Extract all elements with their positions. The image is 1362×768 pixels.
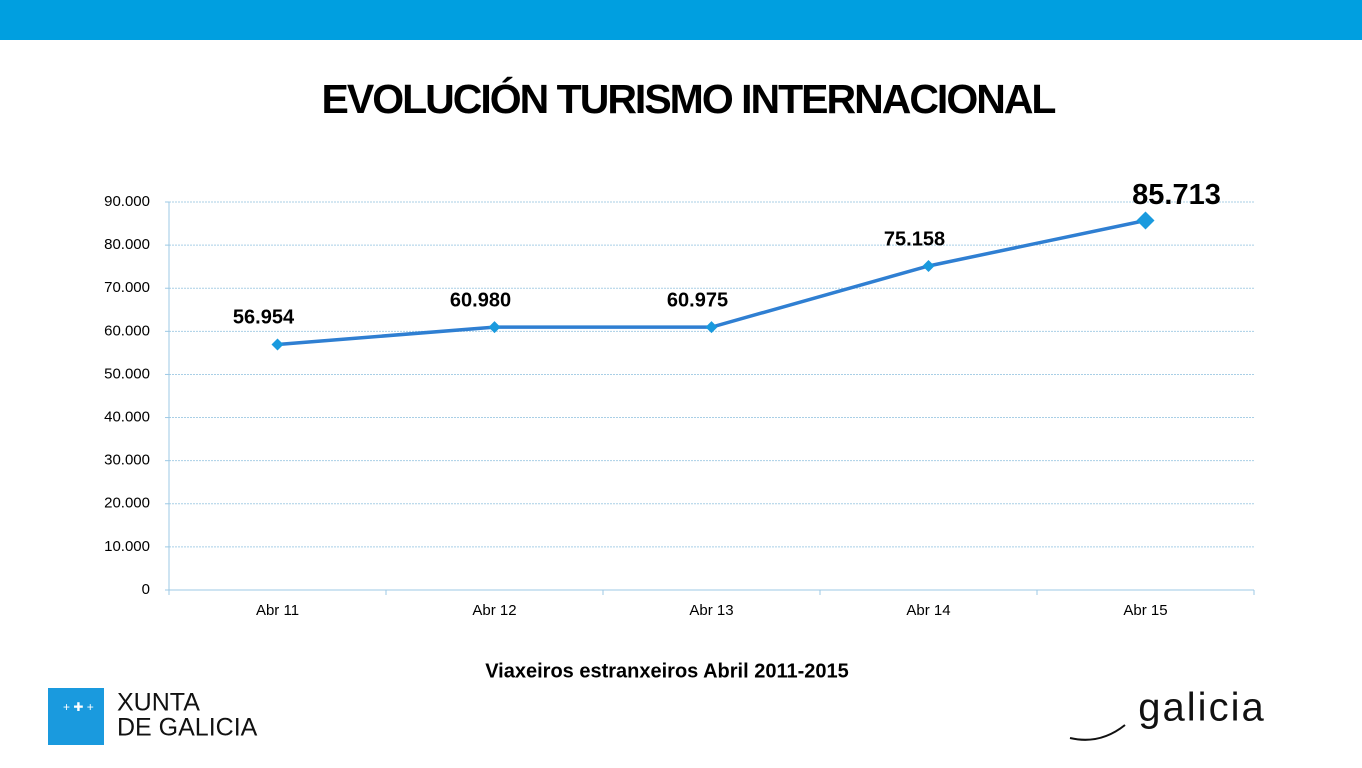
data-label: 75.158 — [884, 228, 945, 250]
y-tick-label: 50.000 — [104, 365, 150, 382]
logo-text: DE GALICIA — [117, 714, 258, 742]
logo-swash — [1069, 724, 1126, 741]
marker — [705, 321, 718, 334]
x-tick-label: Abr 14 — [906, 602, 950, 619]
x-tick-label: Abr 11 — [256, 602, 299, 619]
y-tick-label: 20.000 — [104, 495, 150, 512]
galicia-logo: galicia — [1069, 686, 1265, 741]
y-tick-label: 40.000 — [104, 409, 150, 426]
logo-text: galicia — [1138, 686, 1265, 730]
marker — [488, 321, 501, 334]
data-label: 60.980 — [450, 289, 511, 311]
logo-emblem — [48, 688, 104, 745]
marker — [271, 338, 284, 351]
y-tick-label: 30.000 — [104, 452, 150, 469]
x-tick-label: Abr 15 — [1123, 602, 1167, 619]
data-label: 85.713 — [1132, 179, 1221, 211]
y-tick-label: 60.000 — [104, 322, 150, 339]
x-tick-label: Abr 12 — [472, 602, 516, 619]
y-tick-label: 90.000 — [104, 193, 150, 210]
x-axis-title: Viaxeiros estranxeiros Abril 2011-2015 — [485, 660, 849, 682]
logo-text: XUNTA — [117, 689, 200, 717]
top-bar — [0, 0, 1362, 40]
y-tick-label: 70.000 — [104, 279, 150, 296]
marker — [1136, 211, 1155, 230]
marker — [922, 259, 935, 272]
y-tick-label: 10.000 — [104, 538, 150, 555]
y-tick-label: 0 — [142, 581, 150, 598]
logo-cross: + ✚ + — [63, 700, 94, 714]
data-label: 60.975 — [667, 289, 728, 311]
xunta-logo: + ✚ + XUNTA DE GALICIA — [48, 688, 258, 745]
chart-title: EVOLUCIÓN TURISMO INTERNACIONAL — [322, 76, 1056, 122]
y-tick-label: 80.000 — [104, 236, 150, 253]
x-tick-label: Abr 13 — [689, 602, 733, 619]
data-label: 56.954 — [233, 307, 295, 329]
